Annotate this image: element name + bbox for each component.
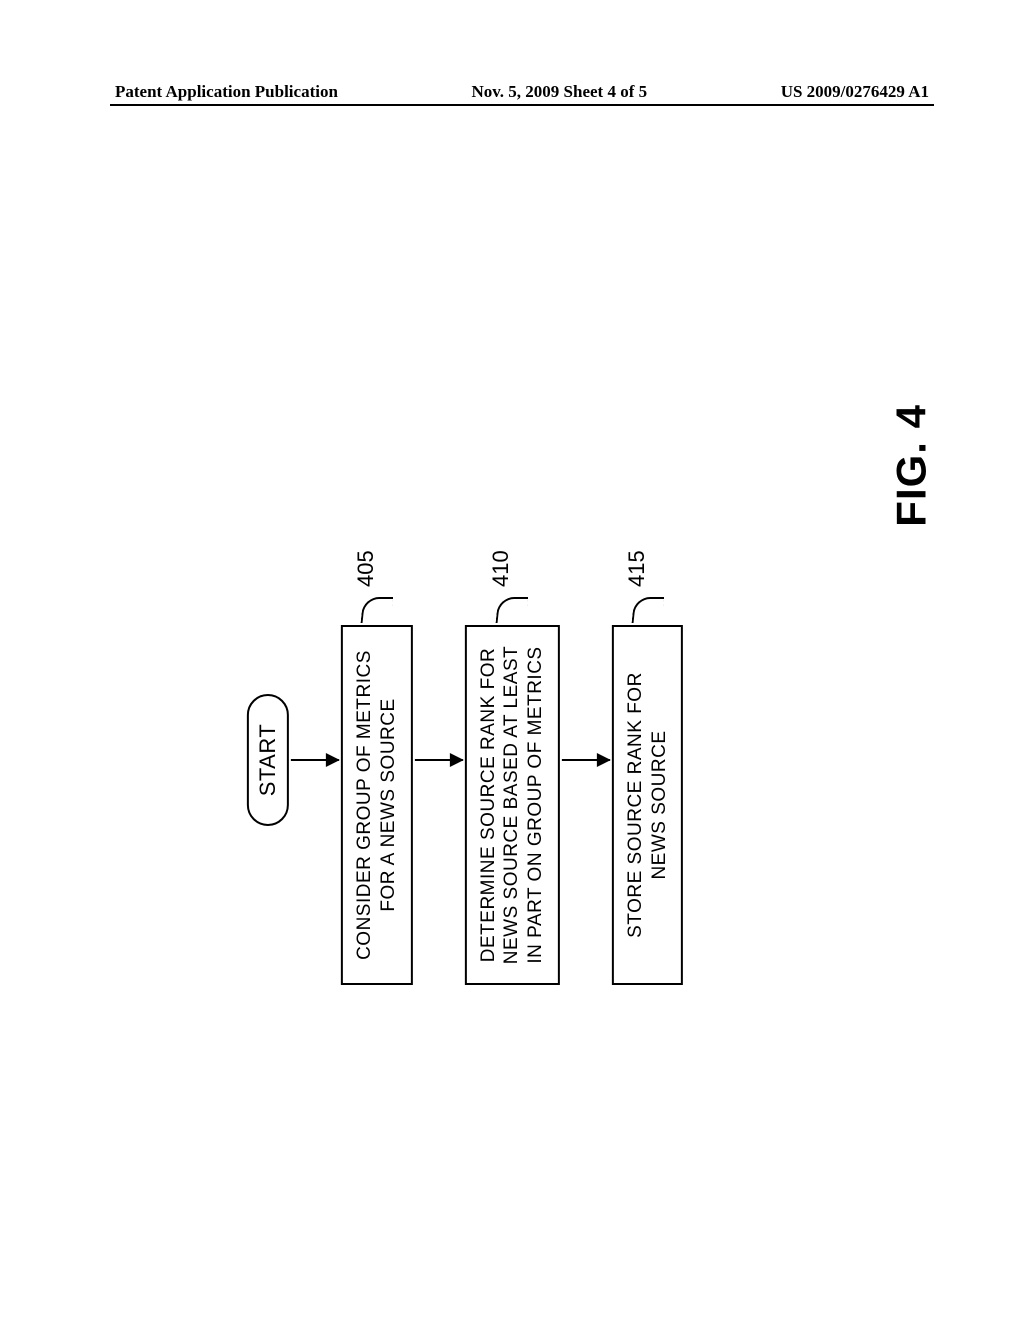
figure-label: FIG. 4 xyxy=(888,404,936,527)
callout-brace-icon xyxy=(632,593,662,623)
flow-step: DETERMINE SOURCE RANK FOR NEWS SOURCE BA… xyxy=(464,535,559,985)
flow-arrow-icon xyxy=(562,759,610,762)
flow-step-box: CONSIDER GROUP OF METRICS FOR A NEWS SOU… xyxy=(341,625,413,985)
header-left: Patent Application Publication xyxy=(115,82,338,102)
flow-step-ref: 415 xyxy=(623,550,649,587)
flow-step-box: DETERMINE SOURCE RANK FOR NEWS SOURCE BA… xyxy=(464,625,559,985)
header-rule xyxy=(110,104,934,106)
flow-start-label: START xyxy=(255,724,280,797)
flow-arrow-icon xyxy=(291,759,339,762)
flow-step-ref: 405 xyxy=(353,550,379,587)
flow-step-callout: 415 xyxy=(632,550,662,623)
flowchart: START CONSIDER GROUP OF METRICS FOR A NE… xyxy=(185,480,745,1040)
header-right: US 2009/0276429 A1 xyxy=(781,82,929,102)
callout-brace-icon xyxy=(497,593,527,623)
flow-step-callout: 410 xyxy=(497,550,527,623)
flow-step-text: CONSIDER GROUP OF METRICS FOR A NEWS SOU… xyxy=(354,650,399,960)
page: Patent Application Publication Nov. 5, 2… xyxy=(0,0,1024,1320)
flowchart-inner: START CONSIDER GROUP OF METRICS FOR A NE… xyxy=(247,525,683,995)
flow-step-text: STORE SOURCE RANK FOR NEWS SOURCE xyxy=(625,672,670,938)
flow-step: CONSIDER GROUP OF METRICS FOR A NEWS SOU… xyxy=(341,535,413,985)
flow-step-box: STORE SOURCE RANK FOR NEWS SOURCE xyxy=(612,625,684,985)
flow-step: STORE SOURCE RANK FOR NEWS SOURCE 415 xyxy=(612,535,684,985)
flow-start-node: START xyxy=(247,694,289,827)
page-header: Patent Application Publication Nov. 5, 2… xyxy=(0,82,1024,102)
callout-brace-icon xyxy=(362,593,392,623)
flow-arrow-icon xyxy=(414,759,462,762)
flow-step-ref: 410 xyxy=(488,550,514,587)
header-center: Nov. 5, 2009 Sheet 4 of 5 xyxy=(471,82,647,102)
flow-step-callout: 405 xyxy=(362,550,392,623)
flow-step-text: DETERMINE SOURCE RANK FOR NEWS SOURCE BA… xyxy=(477,646,546,964)
